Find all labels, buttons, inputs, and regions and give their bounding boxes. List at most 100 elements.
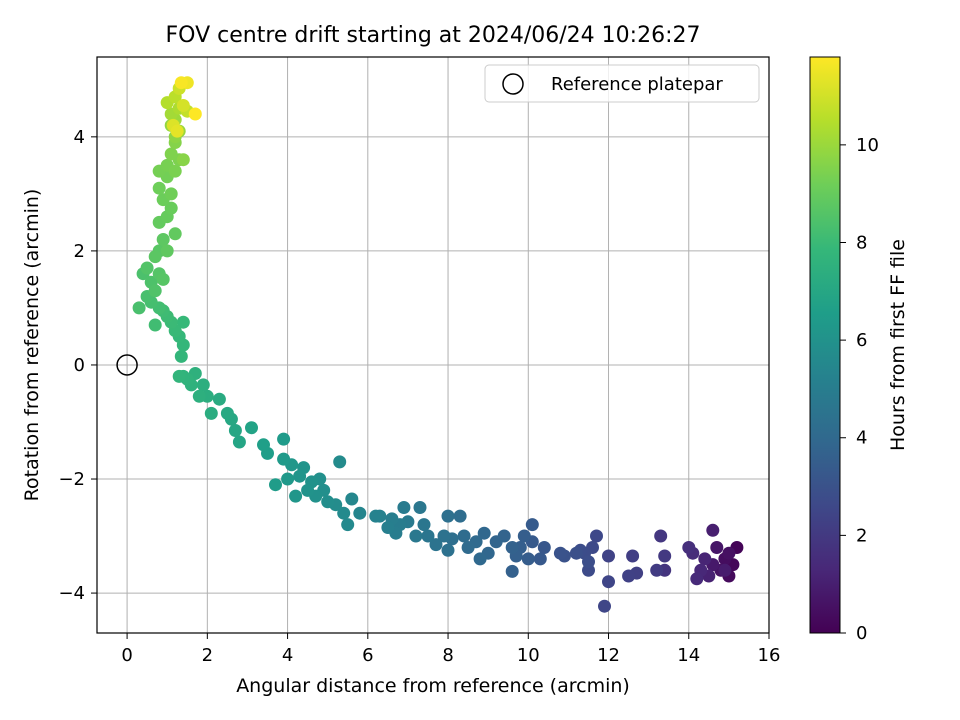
scatter-point <box>441 543 455 557</box>
scatter-point <box>590 529 603 543</box>
scatter-point <box>192 389 206 403</box>
scatter-point <box>333 455 347 469</box>
y-tick-label: 0 <box>74 355 85 376</box>
x-tick-label: 6 <box>362 645 373 666</box>
scatter-point <box>170 124 184 138</box>
scatter-point <box>188 107 202 121</box>
scatter-point <box>710 541 724 554</box>
scatter-point <box>212 392 226 406</box>
scatter-point <box>257 438 270 452</box>
scatter-point <box>160 244 174 258</box>
scatter-point <box>164 187 178 201</box>
scatter-point <box>168 227 182 241</box>
scatter-point <box>521 552 535 566</box>
scatter-point <box>429 538 443 552</box>
scatter-point <box>172 369 186 383</box>
colorbar-tick-label: 0 <box>856 623 867 644</box>
scatter-point <box>441 509 455 523</box>
scatter-point <box>413 501 427 514</box>
y-tick-label: 4 <box>74 127 85 148</box>
x-tick-label: 8 <box>442 645 453 666</box>
scatter-point <box>381 521 395 534</box>
scatter-point <box>602 549 615 563</box>
scatter-point <box>148 318 162 332</box>
scatter-point <box>706 523 720 537</box>
colorbar-tick-label: 10 <box>856 135 879 156</box>
scatter-point <box>437 529 451 543</box>
scatter-point <box>582 555 595 569</box>
x-tick-label: 2 <box>202 645 213 666</box>
scatter-point <box>598 599 611 613</box>
scatter-point <box>409 529 423 543</box>
chart-title: FOV centre drift starting at 2024/06/24 … <box>166 23 701 48</box>
scatter-point <box>517 529 531 543</box>
grid <box>97 57 770 633</box>
scatter-point <box>132 301 146 315</box>
plot-frame <box>96 56 770 634</box>
scatter-point <box>682 541 696 554</box>
scatter-point <box>654 529 668 543</box>
scatter-point <box>148 284 162 298</box>
y-tick-label: 2 <box>74 241 85 262</box>
legend-marker <box>502 73 524 95</box>
scatter-points <box>132 76 744 613</box>
scatter-point <box>553 546 567 560</box>
scatter-point <box>277 452 291 466</box>
colorbar-label: Hours from first FF file <box>887 239 909 451</box>
scatter-point <box>174 349 188 363</box>
colorbar-tick-label: 2 <box>856 525 867 546</box>
scatter-point <box>337 506 351 520</box>
scatter-point <box>453 509 467 523</box>
scatter-point <box>505 541 519 554</box>
scatter-point <box>148 250 162 264</box>
scatter-point <box>176 99 190 112</box>
legend-box <box>484 64 760 103</box>
colorbar-frame <box>809 56 841 634</box>
scatter-point <box>152 181 166 195</box>
scatter-point <box>293 469 307 483</box>
scatter-point <box>473 552 487 566</box>
scatter-point <box>232 435 246 449</box>
scatter-point <box>196 378 210 392</box>
scatter-point <box>602 575 615 589</box>
scatter-point <box>457 529 471 543</box>
scatter-point <box>164 201 178 215</box>
scatter-point <box>164 147 178 161</box>
scatter-point <box>156 272 170 286</box>
scatter-point <box>140 261 154 275</box>
colorbar-tick-label: 4 <box>856 428 867 449</box>
scatter-point <box>341 518 355 532</box>
scatter-point <box>722 546 736 560</box>
scatter-point <box>281 472 295 486</box>
x-tick-label: 0 <box>121 645 132 666</box>
scatter-point <box>277 432 291 446</box>
x-tick-label: 4 <box>282 645 293 666</box>
scatter-point <box>345 492 359 506</box>
y-axis-ticks: −4 −2 0 2 4 <box>58 127 97 604</box>
x-tick-label: 14 <box>677 645 700 666</box>
scatter-point <box>421 529 435 543</box>
scatter-point <box>622 569 636 583</box>
scatter-point <box>461 541 475 554</box>
scatter-point <box>698 552 712 566</box>
x-tick-label: 10 <box>517 645 540 666</box>
colorbar-tick-label: 8 <box>856 232 867 253</box>
scatter-point <box>168 164 182 178</box>
scatter-point <box>397 501 411 514</box>
scatter-point <box>533 552 547 566</box>
scatter-point <box>156 233 170 246</box>
scatter-point <box>353 506 367 520</box>
colorbar <box>810 57 840 633</box>
scatter-point <box>505 564 519 578</box>
x-axis-ticks: 0 2 4 6 8 10 12 14 16 <box>121 633 780 666</box>
y-tick-label: −2 <box>58 469 85 490</box>
scatter-point <box>417 518 431 532</box>
scatter-point <box>477 526 491 540</box>
x-axis-label: Angular distance from reference (arcmin) <box>236 675 630 697</box>
scatter-point <box>301 483 315 497</box>
scatter-point <box>537 541 551 554</box>
scatter-point <box>658 549 672 563</box>
scatter-point <box>245 421 258 435</box>
scatter-point <box>690 572 704 586</box>
